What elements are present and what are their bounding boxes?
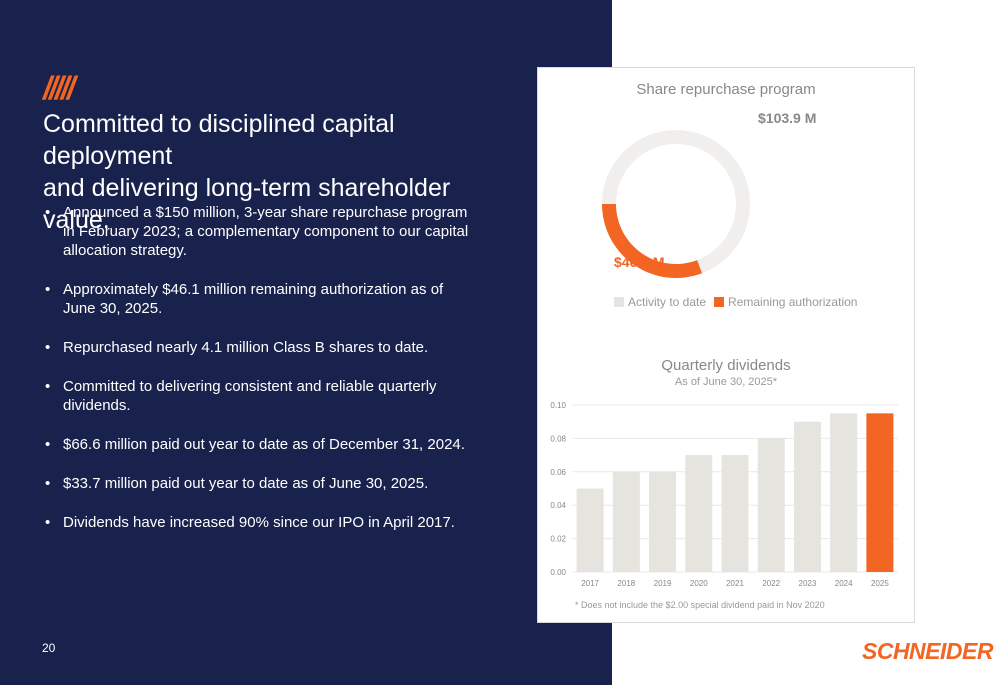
left-panel: ///// Committed to disciplined capital d…	[0, 0, 612, 685]
y-tick-label: 0.08	[550, 434, 566, 443]
legend-label-activity: Activity to date	[628, 295, 707, 309]
bar-2023	[793, 421, 821, 572]
x-tick-label: 2021	[726, 579, 744, 588]
bullet-line: Committed to delivering consistent and r…	[63, 378, 437, 414]
bullet-dot-icon: •	[45, 204, 51, 221]
bullet-dot-icon: •	[45, 281, 51, 298]
bullet-line: Announced a $150 million, 3-year share r…	[63, 204, 468, 221]
page-number: 20	[42, 641, 56, 655]
bullet-item: • $66.6 million paid out year to date as…	[45, 435, 495, 454]
legend-item-remaining: Remaining authorization	[714, 295, 857, 309]
legend-swatch-remaining	[714, 297, 725, 307]
bullet-item: • Committed to delivering consistent and…	[45, 377, 495, 415]
donut-legend: Activity to date Remaining authorization	[614, 295, 865, 309]
bar-2022	[757, 438, 785, 572]
bar-chart-title: Quarterly dividends	[661, 357, 791, 374]
bullet-item: • Dividends have increased 90% since our…	[45, 513, 495, 532]
donut-value-label-remaining: $46.1 M	[614, 254, 665, 270]
bullet-item: • Repurchased nearly 4.1 million Class B…	[45, 338, 495, 357]
bullet-dot-icon: •	[45, 378, 51, 395]
bar-2019	[649, 471, 677, 572]
schneider-logo: SCHNEIDER	[862, 638, 993, 664]
x-tick-label: 2022	[762, 579, 780, 588]
bullet-line: Approximately $46.1 million remaining au…	[63, 281, 444, 298]
bullet-dot-icon: •	[45, 339, 51, 356]
x-tick-label: 2023	[799, 579, 817, 588]
donut-value-label-activity: $103.9 M	[758, 110, 816, 126]
bar-2025	[866, 413, 894, 572]
bullet-line: in February 2023; a complementary compon…	[63, 223, 469, 240]
bullet-line: June 30, 2025.	[63, 300, 163, 317]
y-tick-label: 0.06	[550, 468, 566, 477]
bullet-list: • Announced a $150 million, 3-year share…	[45, 203, 495, 552]
bullet-line: $33.7 million paid out year to date as o…	[63, 475, 429, 492]
legend-swatch-activity	[614, 297, 624, 307]
y-tick-label: 0.00	[550, 568, 566, 577]
legend-item-activity: Activity to date	[614, 295, 706, 309]
bullet-line: allocation strategy.	[63, 242, 187, 259]
x-tick-label: 2024	[835, 579, 853, 588]
bullet-line: Dividends have increased 90% since our I…	[63, 514, 455, 531]
bullet-dot-icon: •	[45, 514, 51, 531]
legend-label-remaining: Remaining authorization	[728, 295, 858, 309]
x-tick-label: 2018	[617, 579, 635, 588]
bullet-dot-icon: •	[45, 475, 51, 492]
accent-slashes: /////	[43, 70, 76, 106]
x-tick-label: 2017	[581, 579, 599, 588]
headline-line-1: Committed to disciplined capital deploym…	[43, 110, 395, 170]
bar-chart: 0.00 0.02 0.04 0.06 0.08 0.10 2017 2018 2019 2020…	[550, 401, 898, 588]
bar-2024	[830, 413, 858, 572]
x-tick-label: 2020	[690, 579, 708, 588]
bar-2021	[721, 455, 749, 572]
bar-chart-footnote: * Does not include the $2.00 special div…	[575, 600, 825, 610]
bullet-item: • Approximately $46.1 million remaining …	[45, 280, 495, 318]
bar-2017	[576, 488, 604, 572]
donut-chart-title: Share repurchase program	[636, 81, 816, 98]
donut-chart: $103.9 M $46.1 M	[602, 110, 816, 278]
bullet-line: $66.6 million paid out year to date as o…	[63, 436, 465, 453]
bullet-item: • Announced a $150 million, 3-year share…	[45, 203, 495, 260]
bullet-dot-icon: •	[45, 436, 51, 453]
bar-2020	[685, 455, 713, 572]
donut-slice-remaining	[602, 204, 703, 278]
y-tick-label: 0.10	[550, 401, 566, 410]
x-tick-label: 2025	[871, 579, 889, 588]
bullet-item: • $33.7 million paid out year to date as…	[45, 474, 495, 493]
bar-2018	[612, 471, 640, 572]
bullet-line: Repurchased nearly 4.1 million Class B s…	[63, 339, 429, 356]
y-tick-label: 0.02	[550, 535, 566, 544]
slide-headline: Committed to disciplined capital deploym…	[43, 108, 523, 236]
headline-line-2: and delivering long-term shareholder val…	[43, 174, 451, 234]
bar-chart-subtitle: As of June 30, 2025*	[674, 376, 778, 388]
charts-card: Share repurchase program $103.9 M $46.1 M…	[537, 67, 915, 623]
y-tick-label: 0.04	[550, 501, 566, 510]
x-tick-label: 2019	[654, 579, 672, 588]
